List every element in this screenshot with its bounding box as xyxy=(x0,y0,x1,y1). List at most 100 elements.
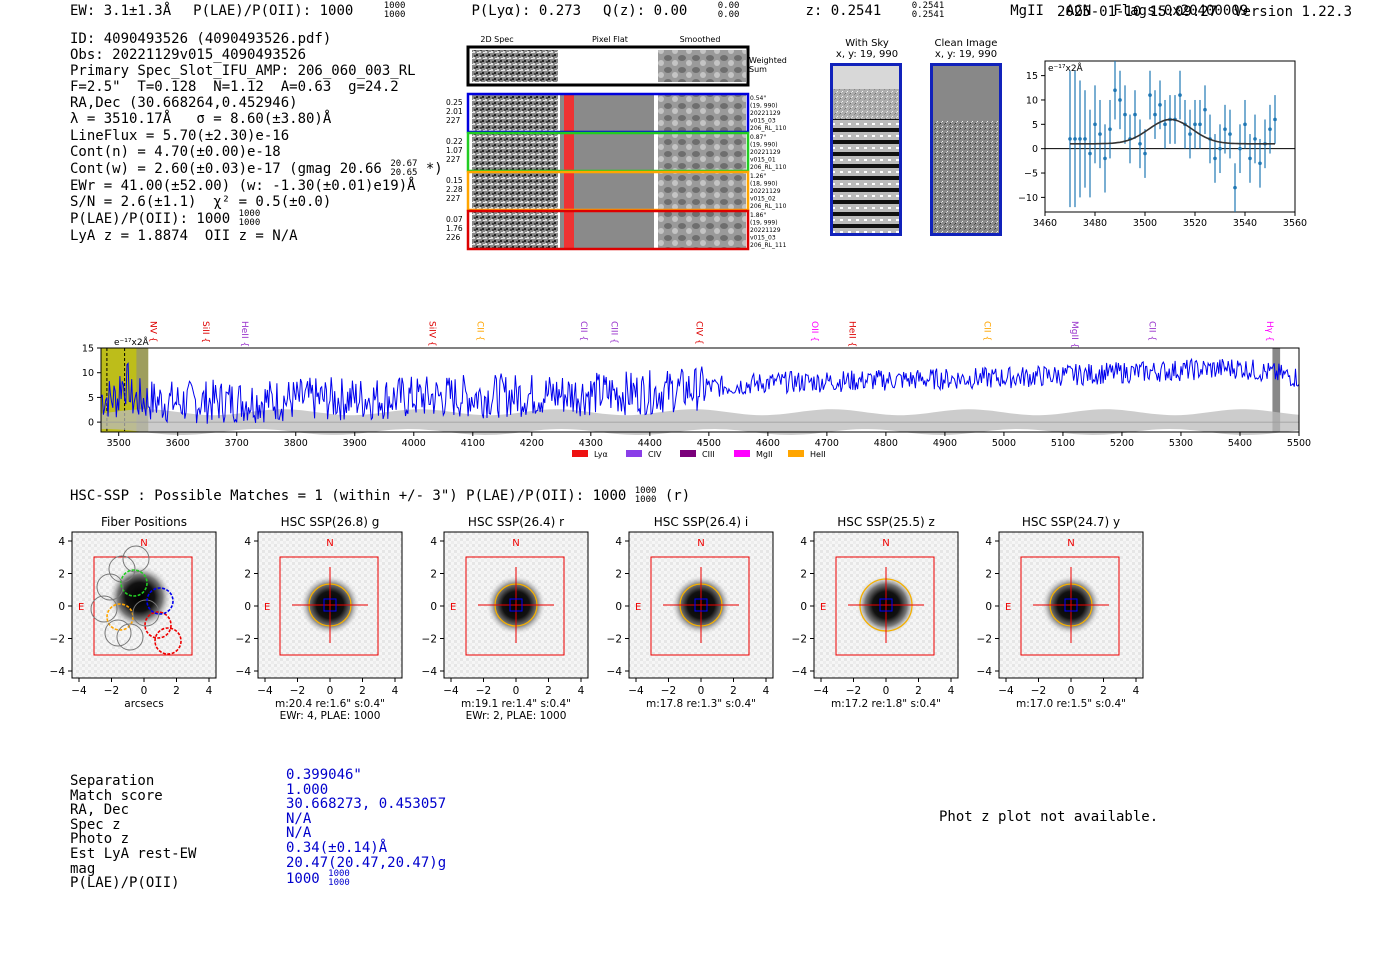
fit-data-point xyxy=(1193,122,1197,127)
col-smoothed: Smoothed xyxy=(680,35,721,44)
fit-model-curve xyxy=(1070,118,1275,145)
hsc-x-tick-label: −2 xyxy=(104,685,119,697)
emission-line-label: HeII { xyxy=(846,321,856,347)
fit-x-tick-label: 3520 xyxy=(1183,218,1207,229)
hsc-panel: HSC SSP(26.8) g N E 4 2 0 −2 −4 −4 −2 0 2 4 m:20.4 re… xyxy=(236,515,403,722)
spec-x-tick-label: 3600 xyxy=(166,438,190,449)
agn-flag: AGN xyxy=(1065,3,1092,19)
east-label: E xyxy=(450,602,456,613)
fit-x-tick-label: 3460 xyxy=(1033,218,1057,229)
hsc-title: HSC-SSP : Possible Matches = 1 (within +… xyxy=(70,486,691,505)
info-ewr: EWr = 41.00(±52.00) (w: -1.30(±0.01)e19)… xyxy=(70,177,416,194)
hsc-panel-title: HSC SSP(26.8) g xyxy=(281,515,380,529)
cutout-right-label: 1.26" xyxy=(750,173,766,180)
hsc-y-tick-label: 0 xyxy=(985,601,992,613)
fit-data-point xyxy=(1213,156,1217,161)
match-values: 0.399046" 1.000 30.668273, 0.453057 N/A N/A 0… xyxy=(286,768,446,888)
spec-x-tick-label: 3900 xyxy=(343,438,367,449)
hsc-caption: m:17.2 re:1.8" s:0.4" xyxy=(831,698,941,710)
cutout-left-label: 0.15 xyxy=(446,176,463,185)
summary-bar: EW: 3.1±1.3Å P(LAE)/P(OII): 1000 1000 1000… xyxy=(70,2,1270,20)
cutout-left-label: 1.76 xyxy=(446,224,463,233)
legend-swatch xyxy=(680,450,696,457)
hsc-y-tick-label: 2 xyxy=(244,569,251,581)
cutout-right-label: 206_RL_110 xyxy=(750,125,787,132)
hsc-y-tick-label: 2 xyxy=(985,569,992,581)
info-lyaz: LyA z = 1.8874 OII z = N/A xyxy=(70,227,298,244)
fit-x-tick-label: 3500 xyxy=(1133,218,1157,229)
emission-line-label: CII { xyxy=(1147,321,1157,341)
match-labels: Separation Match score RA, Dec Spec z Photo … xyxy=(70,774,196,891)
hsc-y-tick-label: −2 xyxy=(792,634,807,646)
spec-x-tick-label: 3500 xyxy=(107,438,131,449)
spectrum-frame xyxy=(100,347,1300,433)
hsc-x-tick-label: 0 xyxy=(327,685,334,697)
fit-data-point xyxy=(1258,161,1262,166)
fiber-circle xyxy=(116,623,144,651)
hsc-panel: HSC SSP(25.5) z N E 4 2 0 −2 −4 −4 −2 0 2 4 m:17.2 re… xyxy=(792,515,959,710)
legend-swatch xyxy=(788,450,804,457)
east-label: E xyxy=(820,602,826,613)
north-label: N xyxy=(697,538,704,549)
cutout-right-label: 20221129 xyxy=(750,149,781,156)
spec-x-tick-label: 4200 xyxy=(520,438,544,449)
spec-x-tick-label: 4000 xyxy=(402,438,426,449)
hsc-caption: m:20.4 re:1.6" s:0.4" xyxy=(275,698,385,710)
info-params: F=2.5" T=0.128 N=1.12 A=0.63 g=24.2 xyxy=(70,79,399,96)
hsc-caption-2: EWr: 4, PLAE: 1000 xyxy=(280,710,381,722)
hsc-x-tick-label: 2 xyxy=(173,685,180,697)
hsc-x-tick-label: 0 xyxy=(883,685,890,697)
fiber-circle xyxy=(120,569,148,597)
hsc-x-tick-label: 0 xyxy=(698,685,705,697)
fit-x-tick-label: 3560 xyxy=(1283,218,1307,229)
info-lambda: λ = 3510.17Å σ = 8.60(±3.80)Å xyxy=(70,111,332,128)
info-contn: Cont(n) = 4.70(±0.00)e-18 xyxy=(70,143,281,160)
hsc-y-tick-label: 2 xyxy=(800,569,807,581)
cutout-right-label: 206_RL_111 xyxy=(750,242,787,249)
hsc-x-tick-label: −4 xyxy=(628,685,644,697)
fit-data-point xyxy=(1238,146,1242,151)
fit-data-point xyxy=(1153,112,1157,117)
line-id: MgII xyxy=(1010,3,1044,19)
flux-line xyxy=(100,357,1300,424)
legend-label: MgII xyxy=(756,450,773,459)
info-id: ID: 4090493526 (4090493526.pdf) xyxy=(70,31,332,47)
cutout-right-label: 206_RL_110 xyxy=(750,164,787,171)
match-value: 30.668273, 0.453057 xyxy=(286,796,447,813)
z-value: z: 0.2541 0.2541 0.2541 xyxy=(805,1,945,20)
hsc-y-tick-label: 4 xyxy=(58,536,65,548)
match-value: 0.34(±0.14)Å xyxy=(286,839,388,856)
hsc-x-tick-label: 4 xyxy=(206,685,213,697)
hsc-x-tick-label: −4 xyxy=(71,685,87,697)
hsc-panel-title: HSC SSP(26.4) i xyxy=(654,515,749,529)
east-label: E xyxy=(78,602,84,613)
hsc-x-tick-label: 2 xyxy=(545,685,552,697)
match-value: 1000 1000 1000 xyxy=(286,869,350,889)
fiber-box xyxy=(509,598,523,612)
match-label: Photo z xyxy=(70,831,130,848)
legend-label: CIII xyxy=(702,450,715,459)
hsc-panel-title: Fiber Positions xyxy=(101,515,187,529)
cutout-left-label: 0.25 xyxy=(446,98,463,107)
match-label: Est LyA rest-EW xyxy=(70,845,197,862)
emission-line-label: NV { xyxy=(148,321,158,342)
spec-x-tick-label: 4300 xyxy=(579,438,603,449)
hsc-x-tick-label: 0 xyxy=(141,685,148,697)
hsc-y-tick-label: 0 xyxy=(615,601,622,613)
aperture-box xyxy=(279,556,379,656)
spec-y-tick-label: 15 xyxy=(82,344,94,355)
fit-data-point xyxy=(1093,122,1097,127)
match-label: Separation xyxy=(70,773,155,789)
match-value: 0.399046" xyxy=(286,767,362,783)
fiber-circle xyxy=(106,603,134,631)
sky-clean-images xyxy=(830,63,1002,236)
fit-data-point xyxy=(1233,185,1237,190)
hsc-y-tick-label: 0 xyxy=(430,601,437,613)
spec-x-tick-label: 5200 xyxy=(1110,438,1134,449)
cutout-right-label: 1.86" xyxy=(750,212,766,219)
cutout-right-label: v015_03 xyxy=(750,118,776,125)
cutout-left-label: 0.07 xyxy=(446,215,463,224)
hsc-x-tick-label: 2 xyxy=(359,685,366,697)
detection-info: ID: 4090493526 (4090493526.pdf) Obs: 2022… xyxy=(70,31,443,244)
